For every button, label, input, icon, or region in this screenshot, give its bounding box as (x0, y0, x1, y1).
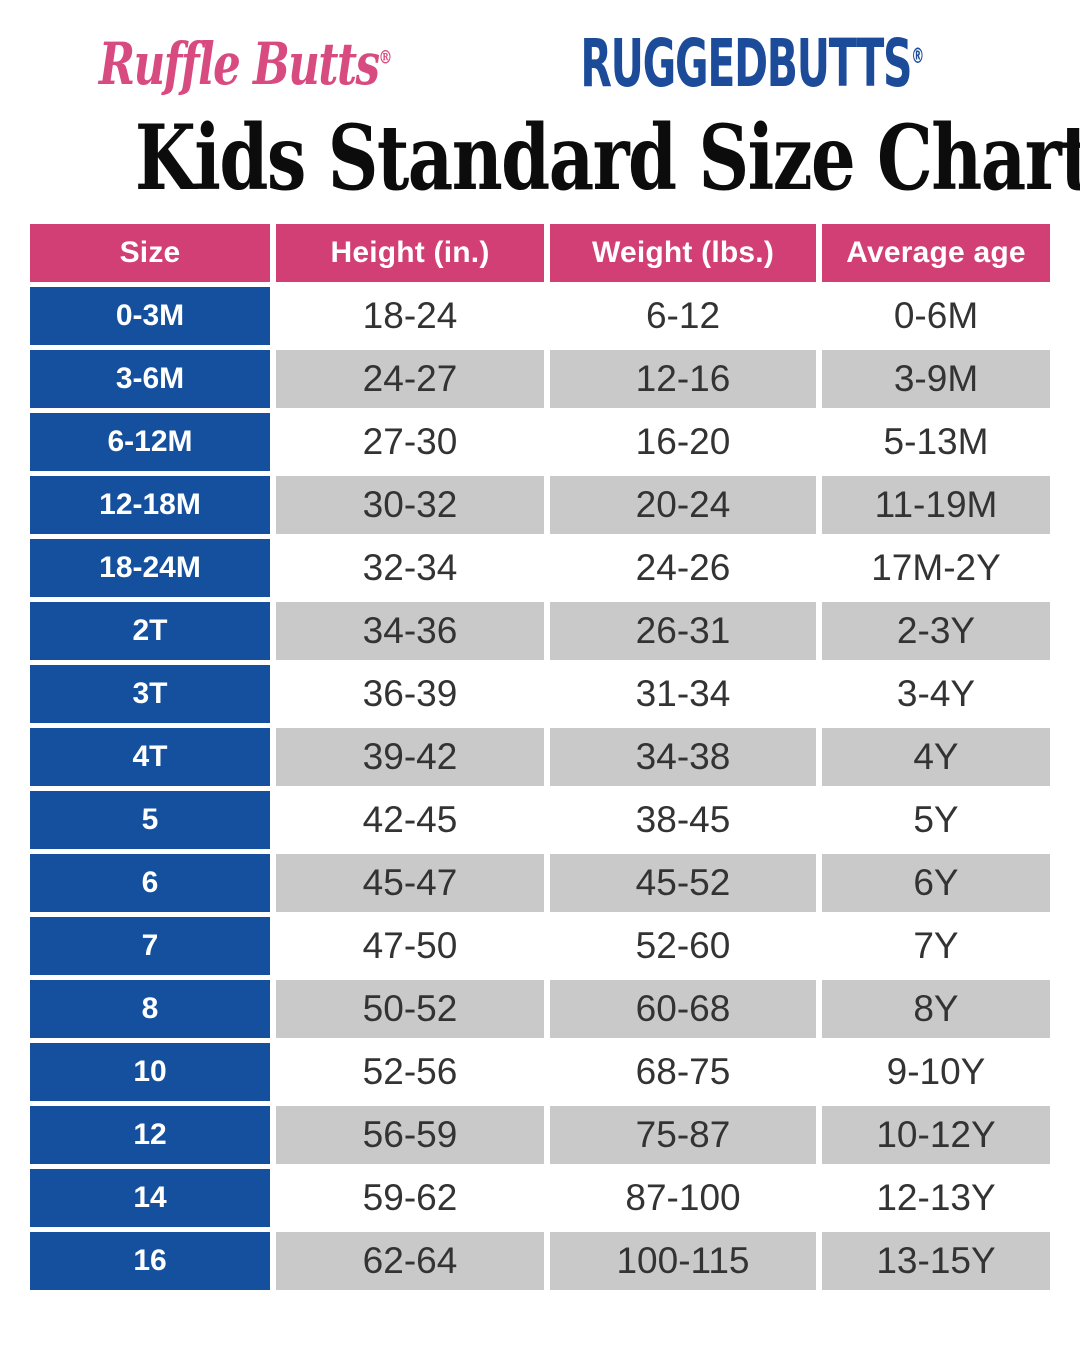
size-cell: 6-12M (30, 413, 270, 471)
size-cell: 4T (30, 728, 270, 786)
header-size: Size (30, 224, 270, 282)
weight-cell: 60-68 (550, 980, 816, 1038)
age-cell: 5Y (822, 791, 1050, 849)
size-cell: 0-3M (30, 287, 270, 345)
height-cell: 42-45 (276, 791, 544, 849)
height-cell: 47-50 (276, 917, 544, 975)
size-cell: 2T (30, 602, 270, 660)
registered-trademark-icon: ® (378, 47, 393, 69)
age-cell: 10-12Y (822, 1106, 1050, 1164)
weight-cell: 31-34 (550, 665, 816, 723)
height-cell: 18-24 (276, 287, 544, 345)
weight-cell: 52-60 (550, 917, 816, 975)
age-cell: 13-15Y (822, 1232, 1050, 1290)
weight-cell: 75-87 (550, 1106, 816, 1164)
size-cell: 3T (30, 665, 270, 723)
age-cell: 5-13M (822, 413, 1050, 471)
weight-cell: 6-12 (550, 287, 816, 345)
rufflebutts-logo-text: Ruffle Butts (98, 30, 380, 98)
registered-trademark-icon: ® (911, 43, 925, 68)
header-height: Height (in.) (276, 224, 544, 282)
age-cell: 3-9M (822, 350, 1050, 408)
weight-cell: 26-31 (550, 602, 816, 660)
size-cell: 18-24M (30, 539, 270, 597)
weight-cell: 100-115 (550, 1232, 816, 1290)
size-cell: 12 (30, 1106, 270, 1164)
weight-cell: 34-38 (550, 728, 816, 786)
header-weight: Weight (lbs.) (550, 224, 816, 282)
height-cell: 45-47 (276, 854, 544, 912)
size-cell: 14 (30, 1169, 270, 1227)
height-cell: 56-59 (276, 1106, 544, 1164)
height-cell: 34-36 (276, 602, 544, 660)
age-cell: 8Y (822, 980, 1050, 1038)
size-cell: 5 (30, 791, 270, 849)
age-cell: 3-4Y (822, 665, 1050, 723)
height-cell: 32-34 (276, 539, 544, 597)
age-cell: 9-10Y (822, 1043, 1050, 1101)
age-cell: 12-13Y (822, 1169, 1050, 1227)
age-cell: 17M-2Y (822, 539, 1050, 597)
size-cell: 16 (30, 1232, 270, 1290)
height-cell: 62-64 (276, 1232, 544, 1290)
height-cell: 50-52 (276, 980, 544, 1038)
weight-cell: 68-75 (550, 1043, 816, 1101)
header-age: Average age (822, 224, 1050, 282)
age-cell: 6Y (822, 854, 1050, 912)
size-cell: 12-18M (30, 476, 270, 534)
ruggedbutts-logo-text: RUGGEDBUTTS (580, 25, 913, 102)
size-cell: 7 (30, 917, 270, 975)
weight-cell: 45-52 (550, 854, 816, 912)
weight-cell: 87-100 (550, 1169, 816, 1227)
height-cell: 36-39 (276, 665, 544, 723)
height-cell: 59-62 (276, 1169, 544, 1227)
age-cell: 2-3Y (822, 602, 1050, 660)
weight-cell: 38-45 (550, 791, 816, 849)
age-cell: 7Y (822, 917, 1050, 975)
age-cell: 0-6M (822, 287, 1050, 345)
size-cell: 8 (30, 980, 270, 1038)
page-title-text: Kids Standard Size Chart (134, 105, 1080, 211)
page-title: Kids Standard Size Chart (0, 110, 1080, 206)
rufflebutts-logo: Ruffle Butts® (99, 35, 393, 93)
brand-logos: Ruffle Butts® RUGGEDBUTTS® (0, 28, 1080, 100)
height-cell: 27-30 (276, 413, 544, 471)
size-cell: 6 (30, 854, 270, 912)
height-cell: 24-27 (276, 350, 544, 408)
size-chart-table: Size Height (in.) Weight (lbs.) Average … (30, 224, 1050, 1290)
weight-cell: 20-24 (550, 476, 816, 534)
age-cell: 4Y (822, 728, 1050, 786)
ruggedbutts-logo: RUGGEDBUTTS® (581, 31, 925, 97)
height-cell: 39-42 (276, 728, 544, 786)
weight-cell: 12-16 (550, 350, 816, 408)
size-chart-page: Ruffle Butts® RUGGEDBUTTS® Kids Standard… (0, 28, 1080, 1290)
size-cell: 10 (30, 1043, 270, 1101)
size-cell: 3-6M (30, 350, 270, 408)
weight-cell: 24-26 (550, 539, 816, 597)
age-cell: 11-19M (822, 476, 1050, 534)
height-cell: 52-56 (276, 1043, 544, 1101)
height-cell: 30-32 (276, 476, 544, 534)
weight-cell: 16-20 (550, 413, 816, 471)
